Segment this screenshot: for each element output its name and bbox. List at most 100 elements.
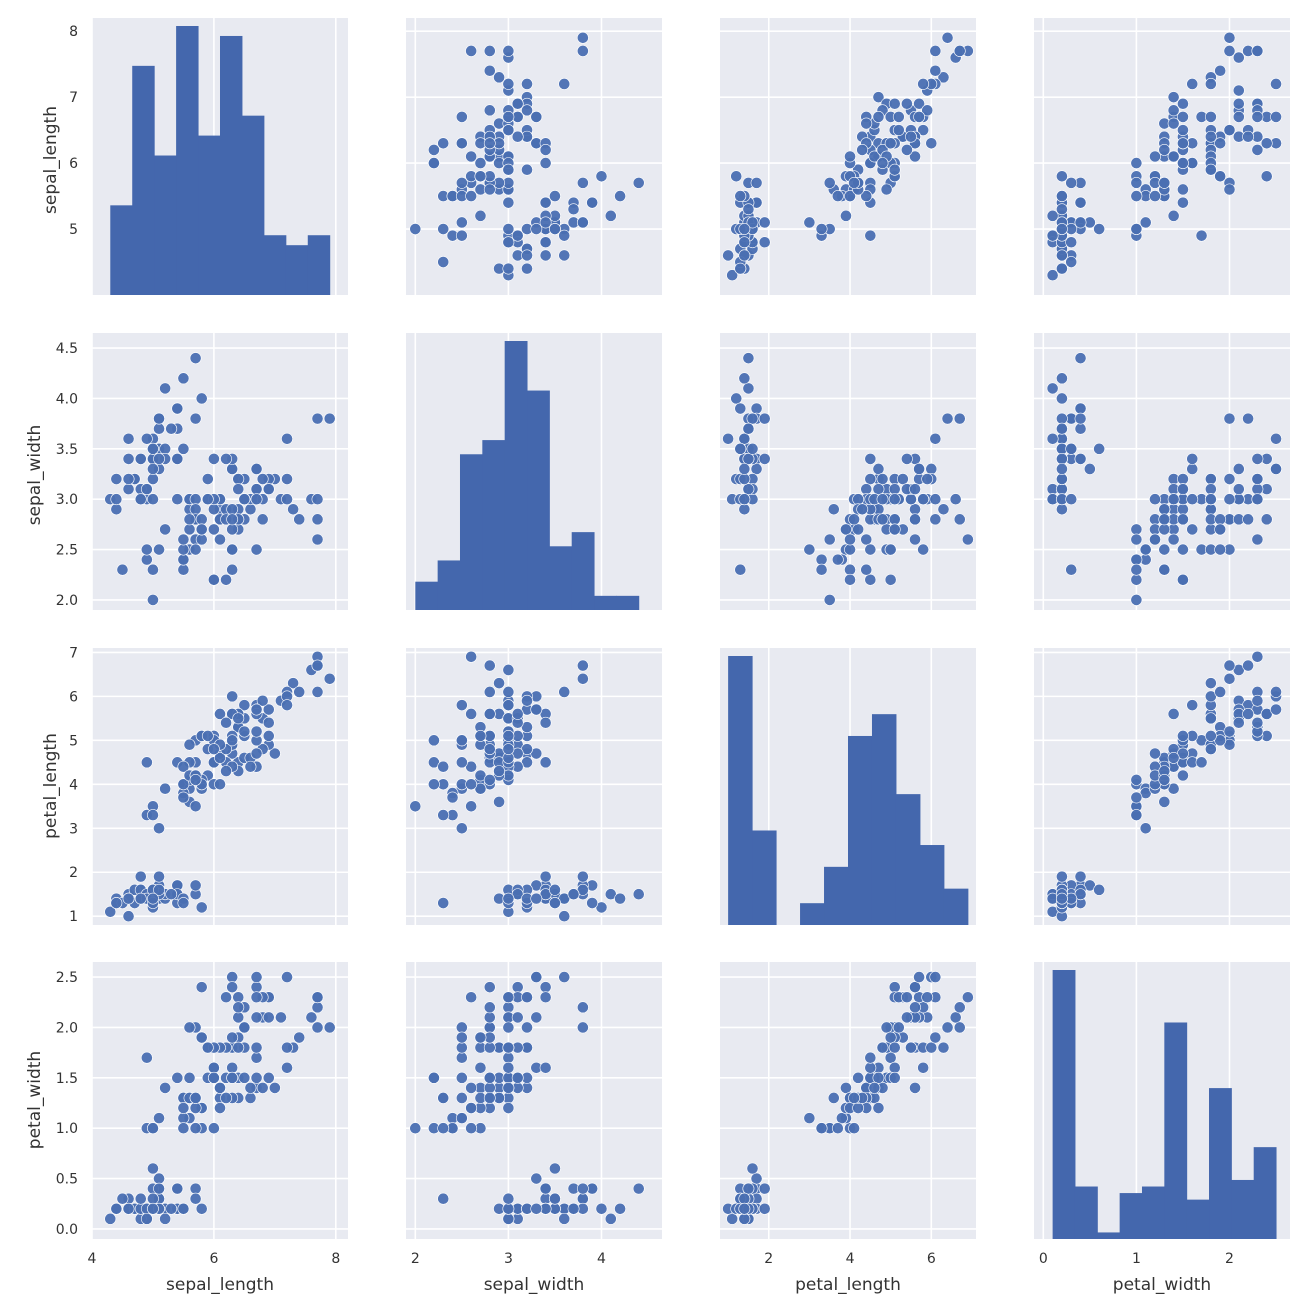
scatter-point	[503, 1203, 514, 1214]
scatter-point	[456, 1042, 467, 1053]
scatter-point	[503, 45, 514, 56]
scatter-point	[739, 1203, 750, 1214]
x-tick-label: 8	[331, 1251, 340, 1267]
scatter-point	[568, 889, 579, 900]
scatter-point	[540, 1183, 551, 1194]
scatter-point	[1177, 770, 1188, 781]
scatter-point	[178, 1113, 189, 1124]
scatter-point	[559, 78, 570, 89]
scatter-point	[759, 1203, 770, 1214]
scatter-point	[549, 190, 560, 201]
scatter-point	[914, 972, 925, 983]
scatter-point	[1252, 111, 1263, 122]
scatter-point	[926, 463, 937, 474]
scatter-point	[178, 792, 189, 803]
scatter-point	[615, 1203, 626, 1214]
scatter-point	[1149, 534, 1160, 545]
scatter-point	[484, 982, 495, 993]
scatter-point	[559, 1213, 570, 1224]
scatter-point	[1131, 574, 1142, 585]
panel-sepal-width-vs-sepal-width	[406, 333, 662, 610]
histogram-bar	[242, 116, 264, 295]
scatter-point	[190, 1102, 201, 1113]
scatter-point	[540, 250, 551, 261]
scatter-point	[596, 171, 607, 182]
scatter-point	[239, 1072, 250, 1083]
scatter-point	[1056, 250, 1067, 261]
y-axis-label-petal-width: petal_width	[25, 1051, 45, 1149]
scatter-point	[1159, 514, 1170, 525]
scatter-point	[178, 544, 189, 555]
scatter-point	[281, 433, 292, 444]
scatter-point	[484, 184, 495, 195]
scatter-point	[832, 1123, 843, 1134]
scatter-point	[172, 453, 183, 464]
scatter-point	[531, 1203, 542, 1214]
scatter-point	[410, 801, 421, 812]
scatter-point	[466, 1123, 477, 1134]
x-tick-label: 4	[88, 1251, 97, 1267]
scatter-point	[153, 1183, 164, 1194]
scatter-point	[1056, 223, 1067, 234]
scatter-point	[1224, 473, 1235, 484]
scatter-point	[190, 353, 201, 364]
scatter-point	[540, 992, 551, 1003]
y-tick-label: 5	[69, 733, 78, 749]
scatter-point	[577, 660, 588, 671]
scatter-point	[160, 524, 171, 535]
scatter-point	[1168, 752, 1179, 763]
scatter-point	[905, 494, 916, 505]
scatter-point	[1066, 564, 1077, 575]
scatter-point	[521, 250, 532, 261]
scatter-point	[503, 164, 514, 175]
scatter-point	[428, 779, 439, 790]
scatter-point	[503, 1213, 514, 1224]
scatter-point	[816, 554, 827, 565]
scatter-point	[901, 1012, 912, 1023]
y-axis-label-sepal-length: sepal_length	[41, 106, 61, 214]
scatter-point	[865, 544, 876, 555]
scatter-point	[615, 893, 626, 904]
scatter-point	[1047, 230, 1058, 241]
scatter-point	[251, 992, 262, 1003]
scatter-point	[1205, 744, 1216, 755]
histogram-bar	[415, 582, 438, 610]
scatter-point	[456, 1032, 467, 1043]
scatter-point	[885, 544, 896, 555]
scatter-point	[233, 484, 244, 495]
scatter-point	[503, 263, 514, 274]
histogram-bar	[728, 656, 752, 925]
scatter-point	[208, 744, 219, 755]
scatter-point	[893, 1022, 904, 1033]
scatter-point	[178, 373, 189, 384]
scatter-point	[1131, 774, 1142, 785]
scatter-point	[1252, 473, 1263, 484]
scatter-point	[475, 1062, 486, 1073]
scatter-point	[909, 504, 920, 515]
scatter-point	[141, 1052, 152, 1063]
scatter-point	[521, 695, 532, 706]
scatter-point	[456, 1072, 467, 1083]
scatter-point	[739, 1193, 750, 1204]
scatter-point	[147, 1123, 158, 1134]
pairplot-figure: 56782.02.53.03.54.04.512345670.00.51.01.…	[0, 0, 1312, 1306]
scatter-point	[208, 1123, 219, 1134]
scatter-point	[816, 564, 827, 575]
scatter-point	[257, 514, 268, 525]
scatter-point	[897, 473, 908, 484]
scatter-point	[893, 111, 904, 122]
scatter-point	[1131, 157, 1142, 168]
scatter-point	[484, 1082, 495, 1093]
scatter-point	[160, 1082, 171, 1093]
scatter-point	[263, 1072, 274, 1083]
scatter-point	[484, 1072, 495, 1083]
scatter-point	[147, 893, 158, 904]
panel-sepal-width-vs-petal-length	[720, 333, 976, 610]
scatter-point	[178, 1102, 189, 1113]
scatter-point	[1205, 730, 1216, 741]
scatter-point	[950, 1012, 961, 1023]
scatter-point	[1056, 263, 1067, 274]
scatter-point	[962, 534, 973, 545]
scatter-point	[208, 1072, 219, 1083]
scatter-point	[853, 1072, 864, 1083]
